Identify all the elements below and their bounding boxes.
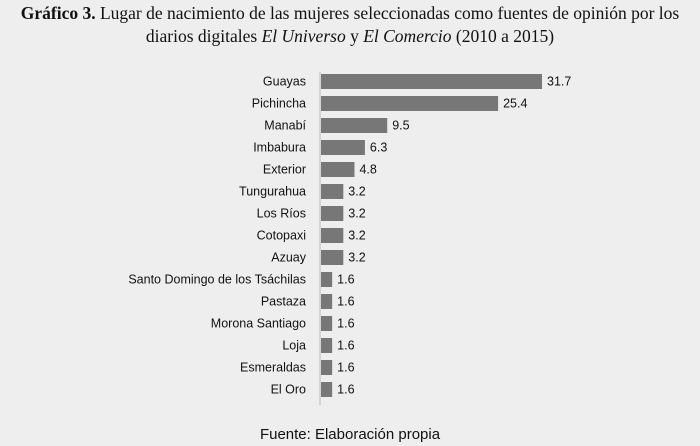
category-label: Manabí <box>264 119 306 133</box>
value-label: 6.3 <box>370 141 387 155</box>
category-label: Imbabura <box>253 141 306 155</box>
value-label: 3.2 <box>348 251 365 265</box>
category-label: Exterior <box>263 163 306 177</box>
bar <box>321 74 542 89</box>
category-label: Tungurahua <box>239 185 306 199</box>
bar <box>321 162 355 177</box>
bar <box>321 184 344 199</box>
chart-title-line2-post: (2010 a 2015) <box>451 26 555 46</box>
newspaper-name-2: El Comercio <box>363 26 452 46</box>
bar <box>321 96 499 111</box>
value-label: 1.6 <box>337 361 354 375</box>
category-label: Morona Santiago <box>211 317 306 331</box>
bar <box>321 382 333 397</box>
value-label: 3.2 <box>348 229 365 243</box>
category-label: Pichincha <box>252 97 306 111</box>
value-label: 1.6 <box>337 295 354 309</box>
chart-title-line1: Lugar de nacimiento de las mujeres selec… <box>99 3 680 23</box>
category-label: Guayas <box>263 75 306 89</box>
source-note: Fuente: Elaboración propia <box>259 426 441 443</box>
category-label: Loja <box>282 339 306 353</box>
bar <box>321 250 344 265</box>
bar <box>321 360 333 375</box>
chart-number: Gráfico 3. <box>20 3 96 23</box>
bar <box>321 140 365 155</box>
category-label: Pastaza <box>261 295 306 309</box>
value-label: 1.6 <box>337 339 354 353</box>
title-conjunction: y <box>345 26 364 46</box>
chart-title: Gráfico 3. Lugar de nacimiento de las mu… <box>4 2 696 48</box>
value-label: 31.7 <box>547 75 571 89</box>
newspaper-name-1: El Universo <box>261 26 346 46</box>
bar <box>321 206 344 221</box>
bar <box>321 338 333 353</box>
value-label: 3.2 <box>348 185 365 199</box>
category-label: Cotopaxi <box>257 229 306 243</box>
value-label: 1.6 <box>337 317 354 331</box>
category-label: El Oro <box>271 383 306 397</box>
bar <box>321 294 333 309</box>
bar <box>321 228 344 243</box>
category-label: Santo Domingo de los Tsáchilas <box>128 273 306 287</box>
value-label: 4.8 <box>359 163 376 177</box>
category-label: Los Ríos <box>257 207 306 221</box>
value-label: 3.2 <box>348 207 365 221</box>
bar <box>321 316 333 331</box>
value-label: 1.6 <box>337 383 354 397</box>
value-label: 1.6 <box>337 273 354 287</box>
chart-title-line2-pre: diarios digitales <box>145 26 262 46</box>
bar <box>321 272 333 287</box>
value-label: 25.4 <box>503 97 527 111</box>
bar <box>321 118 388 133</box>
category-label: Esmeraldas <box>240 361 306 375</box>
category-label: Azuay <box>271 251 306 265</box>
value-label: 9.5 <box>392 119 409 133</box>
